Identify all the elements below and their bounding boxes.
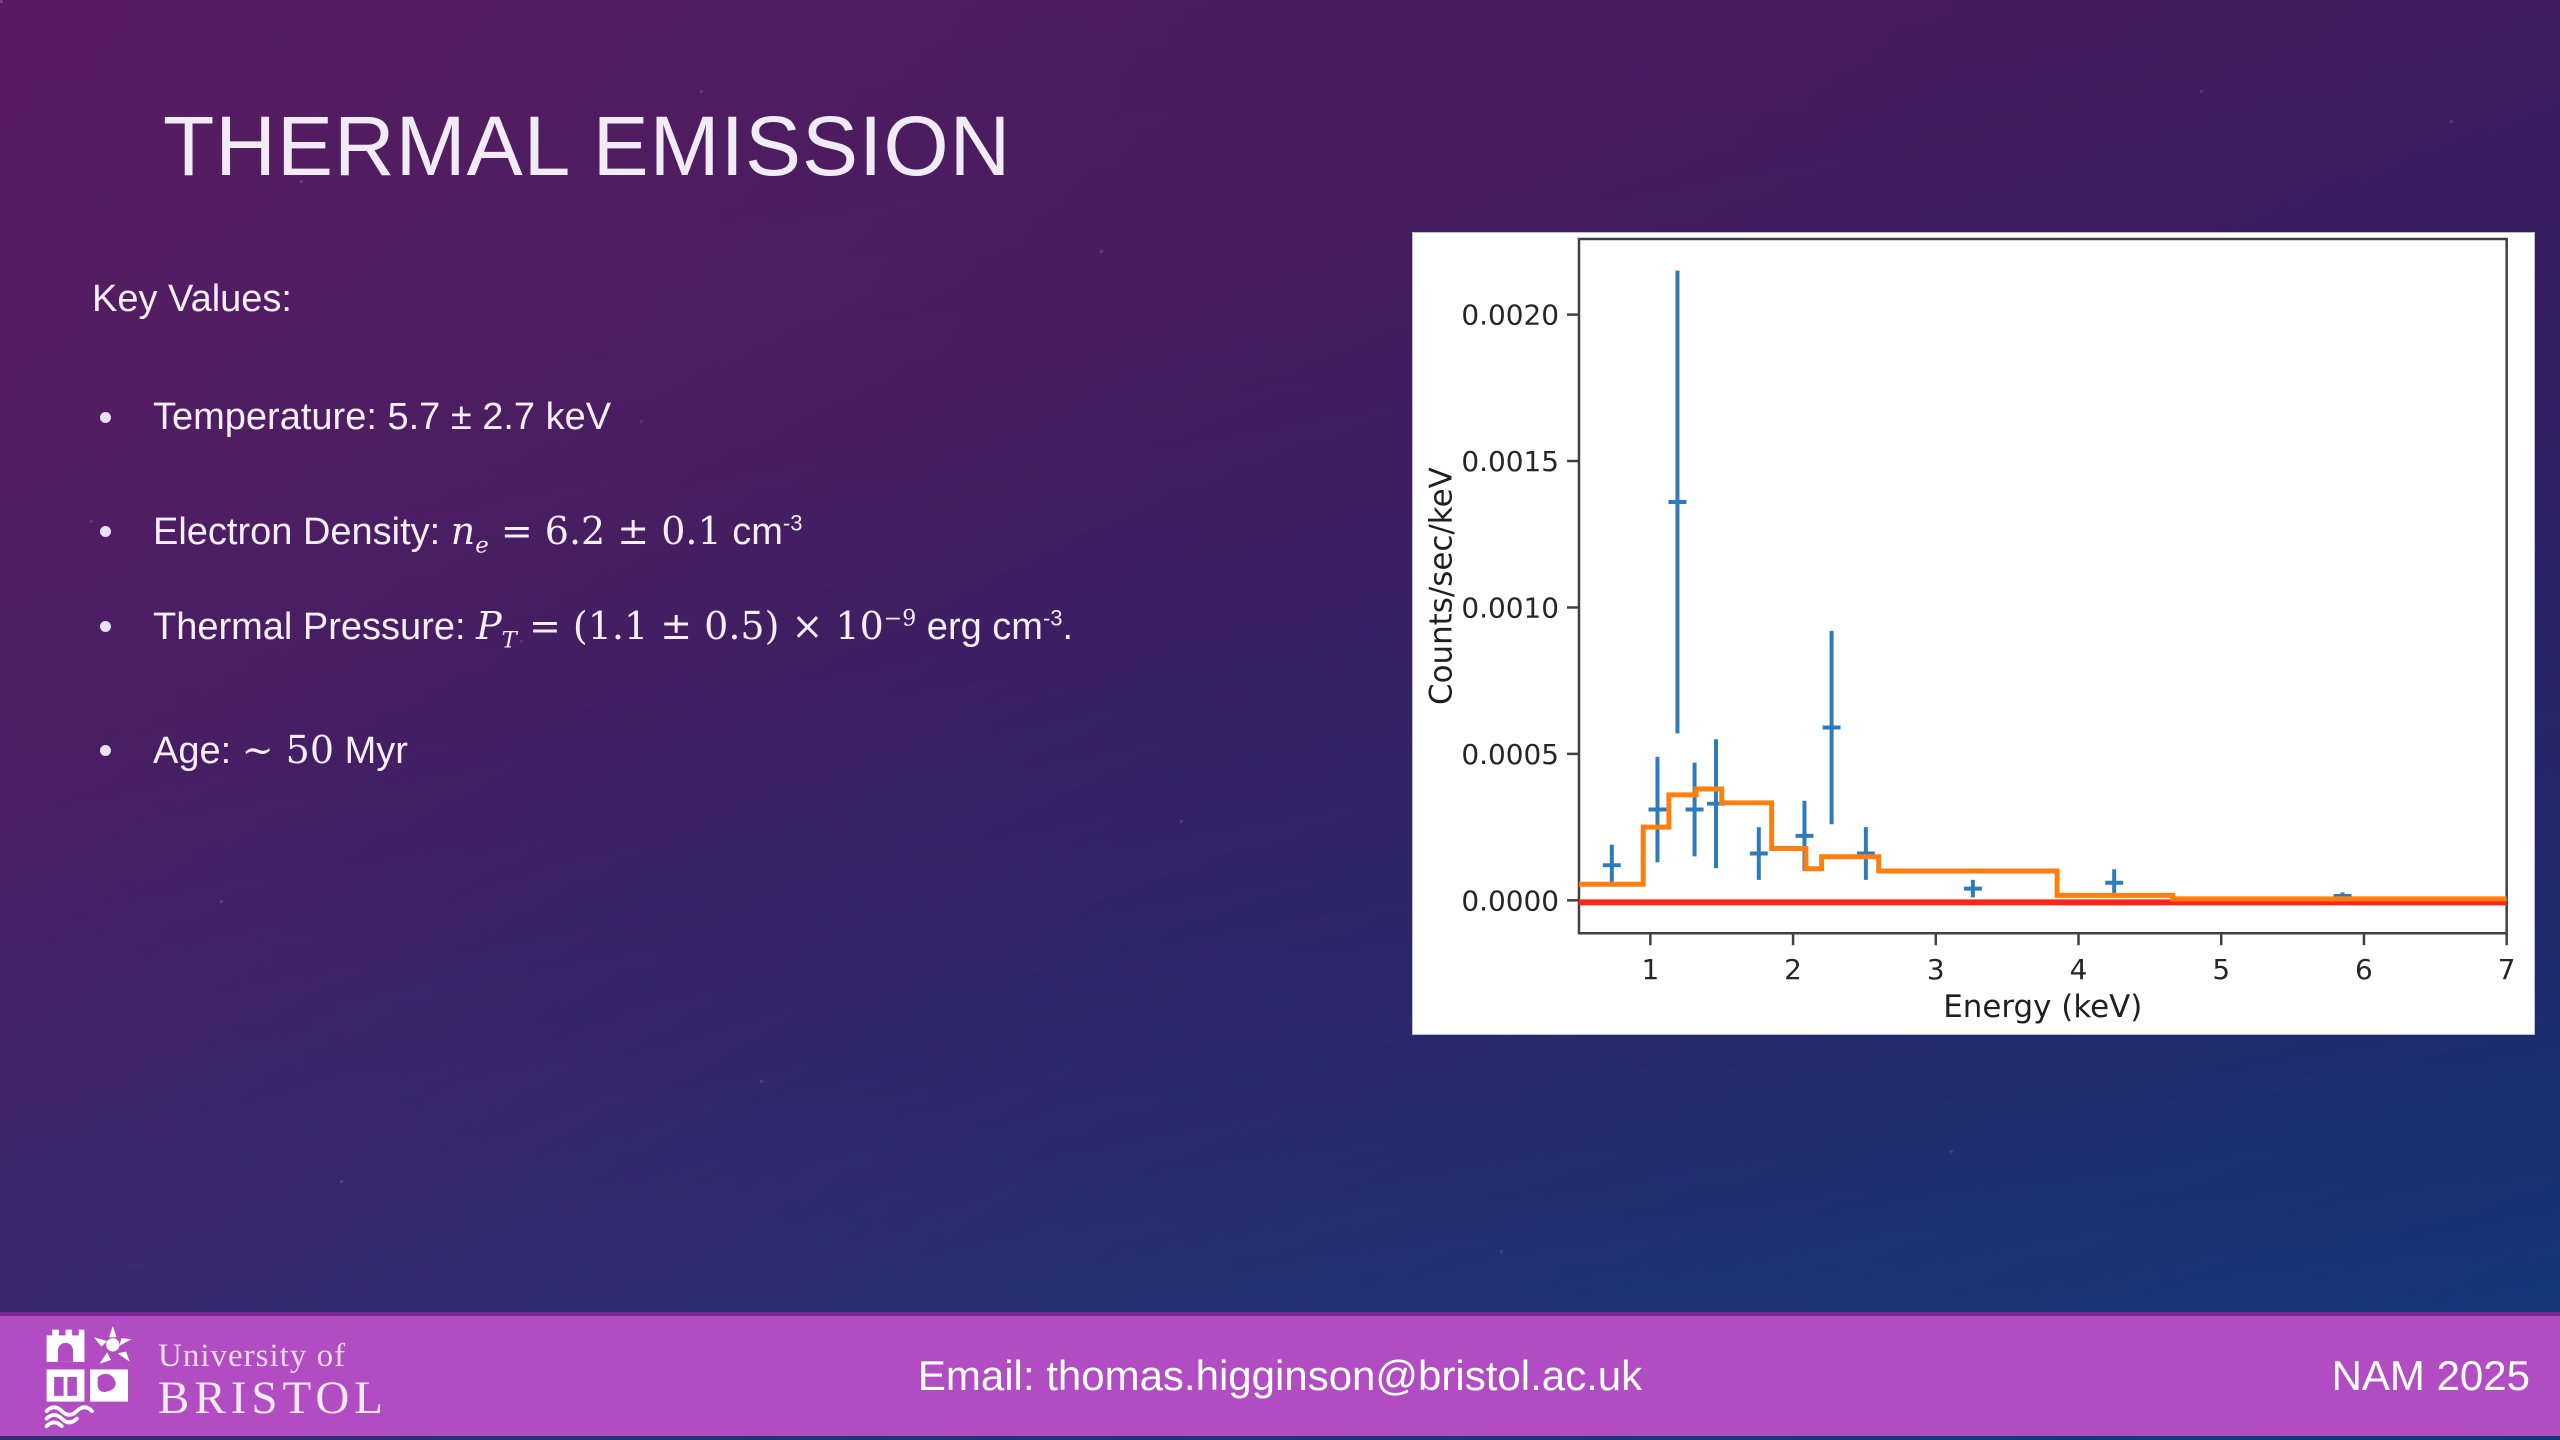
email-text: Email: thomas.higginson@bristol.ac.uk (917, 1352, 1643, 1399)
bullet-dot-icon (100, 621, 111, 632)
text-segment: e (475, 532, 489, 559)
text-segment: Temperature: 5.7 ± 2.7 keV (153, 396, 612, 438)
page-title: THERMAL EMISSION (163, 99, 1012, 193)
text-segment: Myr (334, 730, 408, 772)
text-segment: -3 (782, 510, 803, 536)
y-tick-label: 0.0020 (1461, 299, 1559, 332)
bullet-dot-icon (100, 412, 111, 423)
text-segment: . (1062, 606, 1074, 648)
y-axis-label: Counts/sec/keV (1423, 467, 1459, 705)
x-tick-label: 2 (1784, 953, 1802, 986)
x-tick-label: 7 (2498, 953, 2516, 986)
plot-frame (1577, 237, 2508, 935)
text-segment: n (450, 509, 476, 553)
text-segment: erg cm (916, 606, 1043, 648)
list-item: Temperature: 5.7 ± 2.7 keV (100, 394, 611, 442)
y-tick-label: 0.0015 (1461, 445, 1559, 478)
text-segment: cm (721, 511, 783, 553)
star-field-decoration (0, 0, 3, 3)
bullet-dot-icon (100, 745, 111, 756)
bullet-text-temperature: Temperature: 5.7 ± 2.7 keV (153, 394, 611, 442)
spectrum-chart: 1 2 3 4 5 6 7 0.0000 0.0005 0.0010 0.0015 0.0020 Ene… (1423, 237, 2516, 1025)
list-item: Age: ~ 50 Myr (100, 727, 408, 776)
university-of-bristol-logo: University of BRISTOL (42, 1324, 388, 1430)
key-values-heading: Key Values: (92, 278, 292, 320)
y-tick-label: 0.0010 (1461, 591, 1559, 624)
text-segment: −9 (883, 606, 917, 632)
bullet-text-age: Age: ~ 50 Myr (153, 727, 408, 776)
university-crest-icon (44, 1325, 132, 1429)
text-segment: Age: (153, 730, 242, 772)
logo-bristol: BRISTOL (158, 1372, 388, 1424)
bullet-text-electron-density: Electron Density: ne = 6.2 ± 0.1 cm-3 (153, 508, 802, 560)
text-segment: T (501, 627, 517, 654)
bullet-dot-icon (100, 526, 111, 537)
text-segment: = (1.1 ± 0.5) × 10 (516, 604, 884, 648)
x-tick-label: 4 (2070, 953, 2088, 986)
text-segment: Electron Density: (153, 511, 451, 553)
text-segment: -3 (1042, 605, 1063, 631)
bullet-text-thermal-pressure: Thermal Pressure: PT = (1.1 ± 0.5) × 10−… (153, 603, 1073, 655)
x-tick-label: 6 (2355, 953, 2373, 986)
text-segment: = 6.2 ± 0.1 (488, 509, 722, 553)
x-axis-label: Energy (keV) (1943, 989, 2142, 1025)
list-item: Thermal Pressure: PT = (1.1 ± 0.5) × 10−… (100, 603, 1073, 655)
x-tick-label: 3 (1927, 953, 1945, 986)
x-tick-label: 5 (2212, 953, 2230, 986)
y-tick-label: 0.0005 (1461, 738, 1559, 771)
list-item: Electron Density: ne = 6.2 ± 0.1 cm-3 (100, 508, 802, 560)
conference-badge: NAM 2025 (2331, 1352, 2530, 1399)
footer-bar: University of BRISTOL Email: thomas.higg… (0, 1312, 2560, 1436)
text-segment: ~ 50 (241, 728, 335, 772)
x-tick-label: 1 (1641, 953, 1659, 986)
text-segment: Thermal Pressure: (153, 606, 477, 648)
logo-university-of: University of (158, 1338, 347, 1374)
model-fit-line (1578, 786, 2507, 902)
university-logo-text: University of BRISTOL (158, 1338, 388, 1422)
spectrum-chart-panel: 1 2 3 4 5 6 7 0.0000 0.0005 0.0010 0.0015 0.0020 Ene… (1412, 232, 2535, 1035)
y-tick-label: 0.0000 (1461, 884, 1559, 917)
text-segment: P (476, 604, 502, 648)
